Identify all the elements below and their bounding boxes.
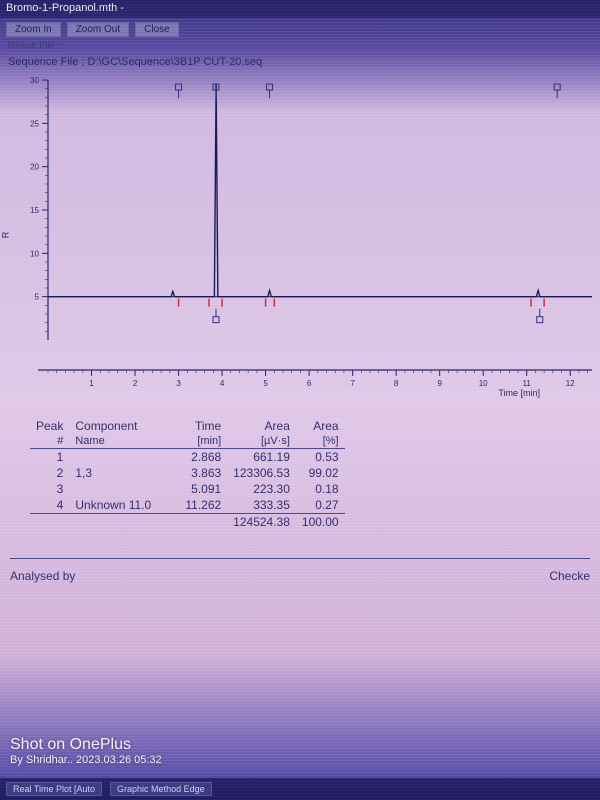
hdr-peak-sub: # (57, 435, 63, 447)
hdr-area-sub: [µV·s] (261, 435, 290, 447)
chart-svg: 51015202530123456789101112 (0, 70, 600, 400)
taskbar-item-2[interactable]: Graphic Method Edge (110, 782, 212, 796)
zoom-out-button[interactable]: Zoom Out (67, 22, 129, 37)
svg-text:12: 12 (566, 379, 575, 388)
checked-by-label: Checke (549, 569, 590, 583)
hdr-area-pct: Area (313, 419, 338, 433)
cell-area-pct: 0.27 (296, 497, 345, 514)
cell-time: 2.868 (179, 449, 227, 466)
svg-text:7: 7 (350, 379, 355, 388)
svg-text:20: 20 (30, 163, 39, 172)
cell-area-pct: 99.02 (296, 465, 345, 481)
svg-text:8: 8 (394, 379, 399, 388)
taskbar: Real Time Plot [Auto Graphic Method Edge (0, 778, 600, 800)
cell-component (69, 449, 179, 466)
svg-text:4: 4 (220, 379, 225, 388)
svg-text:5: 5 (263, 379, 268, 388)
x-axis-label: Time [min] (498, 388, 540, 398)
cell-time: 11.262 (179, 497, 227, 514)
cell-area-pct: 0.18 (296, 481, 345, 497)
watermark-line1: Shot on OnePlus (10, 736, 162, 754)
svg-text:1: 1 (89, 379, 94, 388)
cell-time: 5.091 (179, 481, 227, 497)
svg-text:10: 10 (479, 379, 488, 388)
close-button[interactable]: Close (135, 22, 179, 37)
zoom-in-button[interactable]: Zoom In (6, 22, 61, 37)
hdr-component: Component (75, 419, 137, 433)
cell-time: 3.863 (179, 465, 227, 481)
svg-text:15: 15 (30, 206, 39, 215)
cell-peak-num: 2 (30, 465, 69, 481)
sequence-file-line: Sequence File : D:\GC\Sequence\3B1P CUT-… (0, 54, 600, 68)
total-area: 124524.38 (227, 514, 296, 531)
cell-area: 661.19 (227, 449, 296, 466)
cell-component: Unknown 11.0 (69, 497, 179, 514)
y-axis-label: R (0, 232, 10, 239)
window-title: Bromo-1-Propanol.mth - (0, 0, 600, 18)
table-row: 4Unknown 11.011.262333.350.27 (30, 497, 345, 514)
hdr-time: Time (195, 419, 221, 433)
total-area-pct: 100.00 (296, 514, 345, 531)
svg-text:9: 9 (437, 379, 442, 388)
svg-text:30: 30 (30, 76, 39, 85)
svg-text:2: 2 (133, 379, 138, 388)
peak-table: Peak # Component Name Time [min] Area [µV·s]… (30, 418, 590, 530)
watermark-line2: By Shridhar.. 2023.03.26 05:32 (10, 754, 162, 766)
hdr-peak: Peak (36, 419, 63, 433)
table-row: 1 2.868661.190.53 (30, 449, 345, 466)
svg-text:5: 5 (35, 293, 40, 302)
cell-area: 223.30 (227, 481, 296, 497)
hdr-area-pct-sub: [%] (323, 435, 339, 447)
svg-text:3: 3 (176, 379, 181, 388)
sequence-file-label: Sequence File : (8, 56, 84, 68)
hdr-component-sub: Name (75, 435, 104, 447)
cell-peak-num: 4 (30, 497, 69, 514)
svg-text:10: 10 (30, 249, 39, 258)
hdr-time-sub: [min] (197, 435, 221, 447)
analysed-by-label: Analysed by (10, 569, 75, 583)
cell-component (69, 481, 179, 497)
photo-watermark: Shot on OnePlus By Shridhar.. 2023.03.26… (10, 736, 162, 766)
signature-row: Analysed by Checke (10, 558, 590, 583)
table-total-row: 124524.38100.00 (30, 514, 345, 531)
chromatogram-chart: 51015202530123456789101112 R Time [min] (0, 70, 600, 400)
taskbar-item-1[interactable]: Real Time Plot [Auto (6, 782, 102, 796)
cell-area: 333.35 (227, 497, 296, 514)
svg-text:6: 6 (307, 379, 312, 388)
toolbar: Zoom In Zoom Out Close (0, 18, 600, 41)
cell-component: 1,3 (69, 465, 179, 481)
result-file-label: Result File : (0, 41, 600, 54)
svg-text:11: 11 (523, 379, 532, 388)
table-row: 21,33.863123306.5399.02 (30, 465, 345, 481)
hdr-area: Area (265, 419, 290, 433)
cell-peak-num: 3 (30, 481, 69, 497)
table-row: 3 5.091223.300.18 (30, 481, 345, 497)
svg-text:25: 25 (30, 119, 39, 128)
cell-area: 123306.53 (227, 465, 296, 481)
cell-peak-num: 1 (30, 449, 69, 466)
sequence-file-path: D:\GC\Sequence\3B1P CUT-20.seq (88, 56, 263, 68)
cell-area-pct: 0.53 (296, 449, 345, 466)
